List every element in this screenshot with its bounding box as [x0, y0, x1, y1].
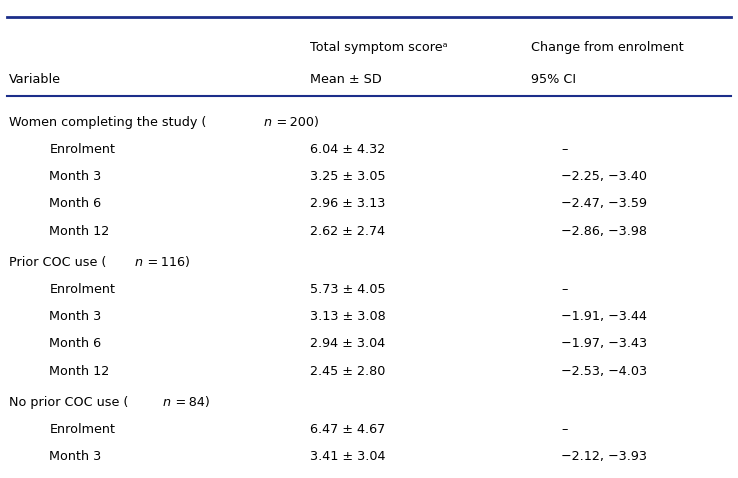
Text: –: –: [561, 143, 568, 156]
Text: = 116): = 116): [145, 256, 190, 269]
Text: Change from enrolment: Change from enrolment: [531, 41, 684, 54]
Text: 2.96 ± 3.13: 2.96 ± 3.13: [310, 197, 385, 210]
Text: No prior COC use (: No prior COC use (: [9, 396, 128, 409]
Text: Month 3: Month 3: [49, 450, 102, 463]
Text: 6.04 ± 4.32: 6.04 ± 4.32: [310, 143, 385, 156]
Text: −1.97, −3.43: −1.97, −3.43: [561, 337, 647, 350]
Text: Month 12: Month 12: [49, 365, 110, 378]
Text: 2.62 ± 2.74: 2.62 ± 2.74: [310, 225, 385, 238]
Text: Enrolment: Enrolment: [49, 423, 115, 436]
Text: 3.41 ± 3.04: 3.41 ± 3.04: [310, 450, 385, 463]
Text: Month 6: Month 6: [49, 197, 102, 210]
Text: 95% CI: 95% CI: [531, 73, 576, 86]
Text: −2.86, −3.98: −2.86, −3.98: [561, 225, 647, 238]
Text: 5.73 ± 4.05: 5.73 ± 4.05: [310, 283, 385, 296]
Text: n: n: [134, 256, 142, 269]
Text: n: n: [263, 116, 272, 129]
Text: Total symptom scoreᵃ: Total symptom scoreᵃ: [310, 41, 447, 54]
Text: −2.53, −4.03: −2.53, −4.03: [561, 365, 647, 378]
Text: Mean ± SD: Mean ± SD: [310, 73, 382, 86]
Text: Month 3: Month 3: [49, 170, 102, 183]
Text: Enrolment: Enrolment: [49, 283, 115, 296]
Text: −1.91, −3.44: −1.91, −3.44: [561, 310, 647, 323]
Text: Month 12: Month 12: [49, 225, 110, 238]
Text: Month 6: Month 6: [49, 337, 102, 350]
Text: –: –: [561, 423, 568, 436]
Text: = 200): = 200): [274, 116, 319, 129]
Text: −2.25, −3.40: −2.25, −3.40: [561, 170, 647, 183]
Text: Enrolment: Enrolment: [49, 143, 115, 156]
Text: = 84): = 84): [173, 396, 210, 409]
Text: −2.12, −3.93: −2.12, −3.93: [561, 450, 647, 463]
Text: –: –: [561, 283, 568, 296]
Text: Women completing the study (: Women completing the study (: [9, 116, 206, 129]
Text: 2.45 ± 2.80: 2.45 ± 2.80: [310, 365, 385, 378]
Text: Prior COC use (: Prior COC use (: [9, 256, 106, 269]
Text: 2.94 ± 3.04: 2.94 ± 3.04: [310, 337, 385, 350]
Text: 3.13 ± 3.08: 3.13 ± 3.08: [310, 310, 386, 323]
Text: 6.47 ± 4.67: 6.47 ± 4.67: [310, 423, 385, 436]
Text: 3.25 ± 3.05: 3.25 ± 3.05: [310, 170, 385, 183]
Text: −2.47, −3.59: −2.47, −3.59: [561, 197, 647, 210]
Text: n: n: [163, 396, 171, 409]
Text: Variable: Variable: [9, 73, 61, 86]
Text: Month 3: Month 3: [49, 310, 102, 323]
